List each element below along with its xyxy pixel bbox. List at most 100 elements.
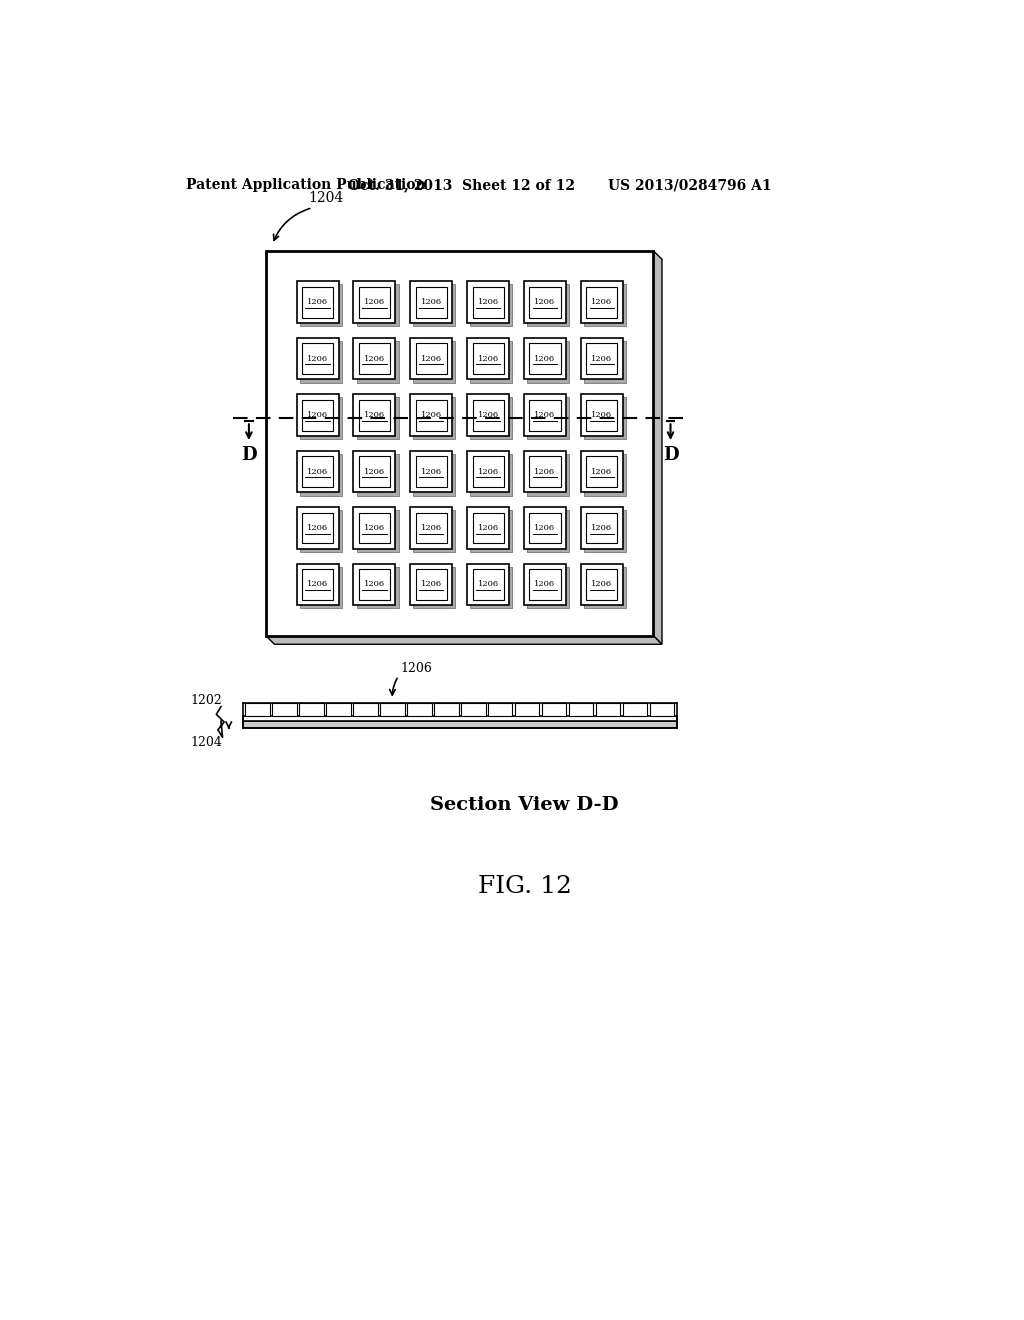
Bar xyxy=(529,286,560,318)
Bar xyxy=(470,454,512,495)
Bar xyxy=(416,400,446,430)
Bar xyxy=(586,400,617,430)
Bar xyxy=(461,702,485,715)
Bar xyxy=(243,721,677,729)
Bar xyxy=(529,512,560,544)
Bar xyxy=(584,397,626,440)
Text: 1206: 1206 xyxy=(477,411,499,418)
Bar xyxy=(524,338,566,379)
Text: 1202: 1202 xyxy=(190,694,222,708)
Text: US 2013/0284796 A1: US 2013/0284796 A1 xyxy=(608,178,772,193)
Bar xyxy=(356,284,398,326)
Bar xyxy=(529,457,560,487)
Text: 1206: 1206 xyxy=(535,581,555,589)
Bar xyxy=(596,702,621,715)
Bar xyxy=(300,341,342,383)
Bar xyxy=(470,397,512,440)
Bar xyxy=(416,343,446,374)
Bar xyxy=(470,566,512,609)
Bar xyxy=(356,511,398,552)
Text: 1206: 1206 xyxy=(421,411,441,418)
Bar xyxy=(407,702,431,715)
Bar xyxy=(356,341,398,383)
Bar xyxy=(527,341,569,383)
Bar xyxy=(356,566,398,609)
Bar xyxy=(586,343,617,374)
Bar xyxy=(586,512,617,544)
Bar xyxy=(416,457,446,487)
Bar xyxy=(300,397,342,440)
Bar xyxy=(467,564,509,606)
Bar xyxy=(380,702,404,715)
Bar xyxy=(353,281,395,323)
Bar xyxy=(434,702,459,715)
Bar xyxy=(467,507,509,549)
Bar xyxy=(356,454,398,495)
Text: 1206: 1206 xyxy=(364,298,385,306)
Text: Oct. 31, 2013  Sheet 12 of 12: Oct. 31, 2013 Sheet 12 of 12 xyxy=(348,178,574,193)
Text: 1206: 1206 xyxy=(307,298,328,306)
Bar xyxy=(302,343,333,374)
Bar xyxy=(302,569,333,599)
Bar xyxy=(467,281,509,323)
Text: D: D xyxy=(241,446,257,465)
Bar xyxy=(414,566,456,609)
Bar xyxy=(414,511,456,552)
Text: 1206: 1206 xyxy=(591,411,612,418)
Text: 1206: 1206 xyxy=(591,467,612,475)
Text: 1206: 1206 xyxy=(364,524,385,532)
Text: D: D xyxy=(663,446,678,465)
Bar xyxy=(467,450,509,492)
Text: 1206: 1206 xyxy=(307,467,328,475)
Bar xyxy=(353,564,395,606)
Bar xyxy=(524,450,566,492)
Bar xyxy=(581,450,623,492)
Polygon shape xyxy=(266,636,662,644)
Bar xyxy=(297,450,339,492)
Bar xyxy=(527,566,569,609)
Bar xyxy=(353,450,395,492)
Bar xyxy=(416,569,446,599)
Bar xyxy=(411,507,453,549)
Text: 1206: 1206 xyxy=(535,411,555,418)
Bar xyxy=(581,564,623,606)
Bar xyxy=(584,454,626,495)
Text: 1206: 1206 xyxy=(421,298,441,306)
Bar xyxy=(411,338,453,379)
Bar xyxy=(584,341,626,383)
Bar xyxy=(527,511,569,552)
Bar xyxy=(586,457,617,487)
Text: FIG. 12: FIG. 12 xyxy=(478,875,571,898)
Bar xyxy=(358,457,390,487)
Bar xyxy=(472,286,504,318)
Bar xyxy=(297,507,339,549)
Bar xyxy=(353,507,395,549)
Text: 1206: 1206 xyxy=(421,355,441,363)
Bar xyxy=(529,400,560,430)
Bar xyxy=(300,454,342,495)
Text: 1206: 1206 xyxy=(591,524,612,532)
Bar xyxy=(302,512,333,544)
Text: 1206: 1206 xyxy=(477,298,499,306)
Text: 1204: 1204 xyxy=(190,735,222,748)
Bar xyxy=(300,511,342,552)
Text: 1206: 1206 xyxy=(307,411,328,418)
Text: 1206: 1206 xyxy=(421,581,441,589)
Text: 1206: 1206 xyxy=(535,524,555,532)
Bar xyxy=(527,284,569,326)
Bar xyxy=(584,566,626,609)
Bar xyxy=(472,343,504,374)
Bar xyxy=(358,512,390,544)
Bar xyxy=(527,397,569,440)
Text: 1206: 1206 xyxy=(477,581,499,589)
Bar xyxy=(416,286,446,318)
Bar xyxy=(470,284,512,326)
Bar xyxy=(243,715,677,721)
Text: 1206: 1206 xyxy=(364,355,385,363)
Bar xyxy=(414,284,456,326)
Text: 1206: 1206 xyxy=(421,467,441,475)
Bar xyxy=(515,702,540,715)
Bar xyxy=(302,286,333,318)
Bar xyxy=(467,338,509,379)
Text: 1206: 1206 xyxy=(307,355,328,363)
